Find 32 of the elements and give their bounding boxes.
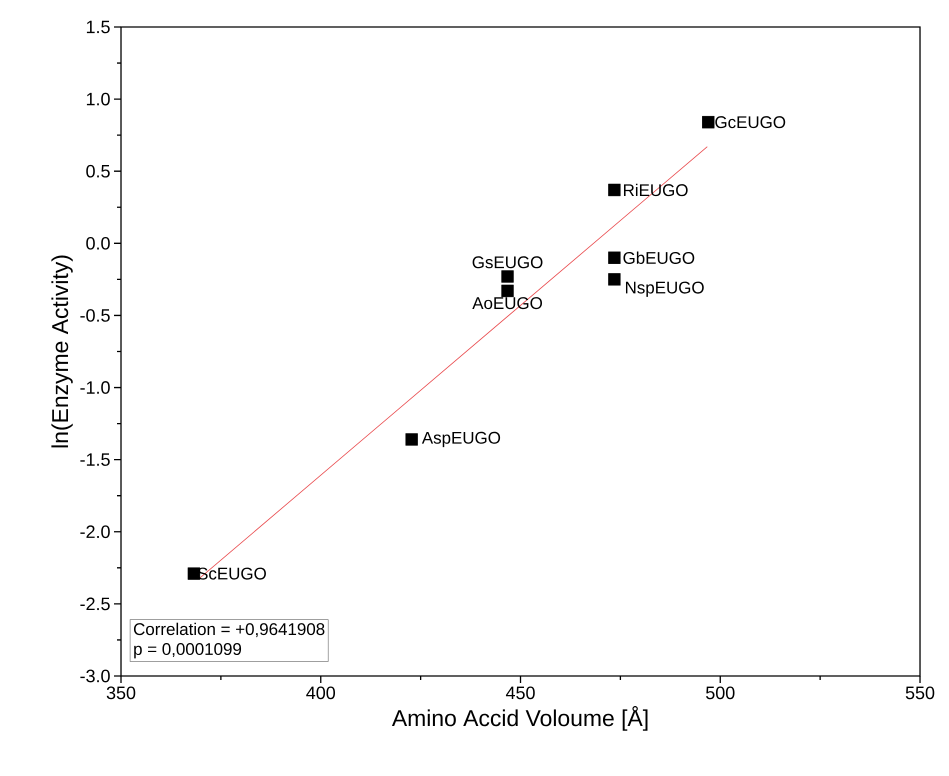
point (608, 273, 621, 286)
point (608, 184, 621, 196)
point (501, 284, 514, 298)
point (405, 433, 418, 446)
point (188, 567, 200, 580)
x-tick-label: 500 (706, 686, 735, 700)
point (501, 270, 514, 283)
y-tick-label: -1.0 (80, 381, 110, 394)
point (608, 252, 621, 264)
y-tick-label: 1.0 (86, 92, 110, 106)
y-tick-label: 0.0 (86, 236, 110, 250)
annotation: p = 0,0001099 (134, 643, 242, 658)
annotation: GcEUGO (715, 116, 786, 128)
annotation: GsEUGO (472, 256, 542, 268)
x-axis-title: Amino Accid Voloume [Å] (392, 706, 648, 731)
y-tick-label: -0.5 (80, 309, 110, 322)
point (702, 116, 714, 128)
x-tick-label: 450 (506, 686, 535, 700)
annotation: AspEUGO (422, 432, 500, 448)
x-tick-label: 550 (906, 686, 934, 700)
x-tick-label: 400 (306, 686, 336, 700)
y-tick-label: -2.0 (80, 525, 110, 538)
annotation: NspEUGO (626, 282, 704, 297)
y-tick-label: -3.0 (80, 670, 110, 682)
x-tick-label: 350 (106, 686, 136, 700)
y-tick-label: 1.5 (86, 20, 110, 34)
annotation: GbEUGO (623, 252, 694, 264)
y-axis-title: ln(Enzyme Activity) (51, 256, 73, 448)
annotation: Correlation = +0,9641908 (134, 622, 324, 638)
y-tick-label: -1.5 (80, 453, 110, 466)
y-tick-label: 0.5 (86, 164, 110, 178)
y-tick-label: -2.5 (80, 598, 110, 610)
